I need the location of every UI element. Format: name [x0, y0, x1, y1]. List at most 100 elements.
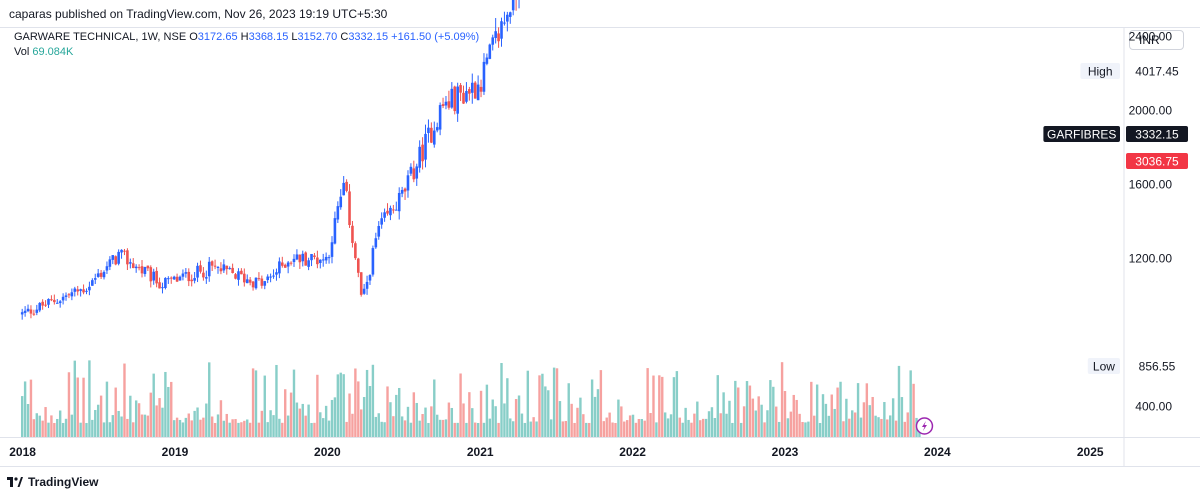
volume-bar [263, 375, 266, 437]
volume-bar [614, 422, 617, 437]
volume-bar [292, 369, 296, 437]
volume-bar [44, 407, 47, 437]
volume-bar [862, 402, 866, 437]
candle-body [424, 133, 427, 160]
candle-body [394, 209, 398, 211]
candle-body [506, 14, 509, 22]
price-chart[interactable]: 400.001200.001600.002000.002400.002800.0… [0, 0, 1200, 466]
volume-bar [395, 394, 398, 437]
volume-bar [693, 413, 696, 437]
volume-bar [383, 422, 386, 437]
volume-bar [158, 398, 161, 437]
volume-bar [456, 422, 459, 437]
volume-bar [891, 398, 895, 437]
volume-bar [669, 414, 673, 437]
volume-bar [47, 422, 50, 437]
volume-bar [769, 380, 772, 437]
volume-bar [883, 402, 886, 437]
candle-body [143, 267, 147, 275]
candle-body [245, 279, 249, 284]
volume-bar [23, 381, 27, 437]
volume-bar [149, 392, 152, 437]
y-tick-label: 1600.00 [1129, 178, 1173, 192]
volume-bar [453, 422, 456, 437]
candle-body [137, 267, 141, 269]
volume-bar [739, 422, 743, 437]
candle-body [79, 289, 82, 291]
volume-bar [506, 378, 509, 437]
candle-body [459, 85, 462, 93]
volume-bar [494, 406, 497, 437]
volume-bar [53, 422, 56, 437]
candle-body [105, 266, 109, 271]
candle-body [93, 278, 97, 280]
volume-bar [398, 387, 401, 437]
volume-bar [573, 422, 576, 437]
volume-bar [859, 417, 863, 437]
volume-bar [120, 416, 123, 437]
candle-body [23, 310, 27, 313]
candle-body [292, 258, 296, 263]
candle-body [76, 289, 80, 292]
candle-body [175, 276, 179, 282]
volume-bar [324, 405, 328, 437]
volume-bar [587, 422, 591, 437]
candle-body [32, 313, 36, 315]
volume-bar [339, 372, 342, 437]
candle-body [415, 166, 419, 179]
volume-bar [766, 410, 769, 437]
candle-body [99, 272, 103, 277]
lightning-bolt-icon [921, 421, 927, 431]
tradingview-brand[interactable]: TradingView [7, 475, 98, 489]
candle-body [397, 192, 401, 212]
volume-bar [111, 415, 114, 437]
candle-body [190, 279, 194, 282]
volume-bar [716, 375, 719, 437]
volume-bar [710, 407, 714, 437]
volume-bar [32, 419, 36, 437]
volume-bar [471, 408, 474, 437]
volume-bar [748, 385, 752, 437]
candle-body [354, 243, 357, 259]
volume-bar [126, 418, 129, 437]
candle-body [500, 21, 503, 39]
volume-bar [298, 408, 302, 437]
candle-body [263, 281, 267, 286]
volume-legend: Vol 69.084K [14, 46, 73, 58]
volume-bar [228, 422, 231, 437]
volume-bar [357, 381, 360, 437]
volume-bar [342, 374, 345, 437]
volume-bar [503, 403, 506, 437]
volume-bar [354, 368, 357, 437]
volume-bar [628, 415, 632, 437]
volume-bar [605, 417, 608, 437]
candle-body [409, 166, 413, 174]
volume-bar [500, 363, 503, 437]
volume-bar [532, 417, 535, 437]
candle-body [430, 127, 433, 143]
volume-bar [903, 421, 907, 437]
volume-bar [596, 389, 600, 437]
volume-bar [488, 418, 492, 437]
candle-body [102, 271, 106, 278]
volume-bar [155, 405, 158, 437]
volume-bar [266, 422, 269, 437]
volume-bar [85, 422, 88, 437]
symbol-name[interactable]: GARWARE TECHNICAL, 1W, NSE [14, 31, 187, 43]
volume-bar [123, 363, 126, 437]
volume-bar [237, 422, 240, 437]
currency-button[interactable]: INR [1129, 30, 1184, 50]
volume-bar [400, 416, 404, 437]
volume-bar [102, 422, 106, 437]
volume-bar [202, 417, 205, 437]
volume-bar [79, 422, 82, 437]
candle-body [310, 254, 313, 261]
candle-body [441, 104, 445, 107]
volume-bar [833, 408, 836, 437]
candle-body [20, 312, 24, 315]
price-tag-bg [1126, 358, 1188, 374]
candle-body [85, 290, 88, 292]
volume-bar [146, 415, 150, 437]
volume-bar [780, 362, 784, 437]
candle-body [289, 262, 293, 264]
